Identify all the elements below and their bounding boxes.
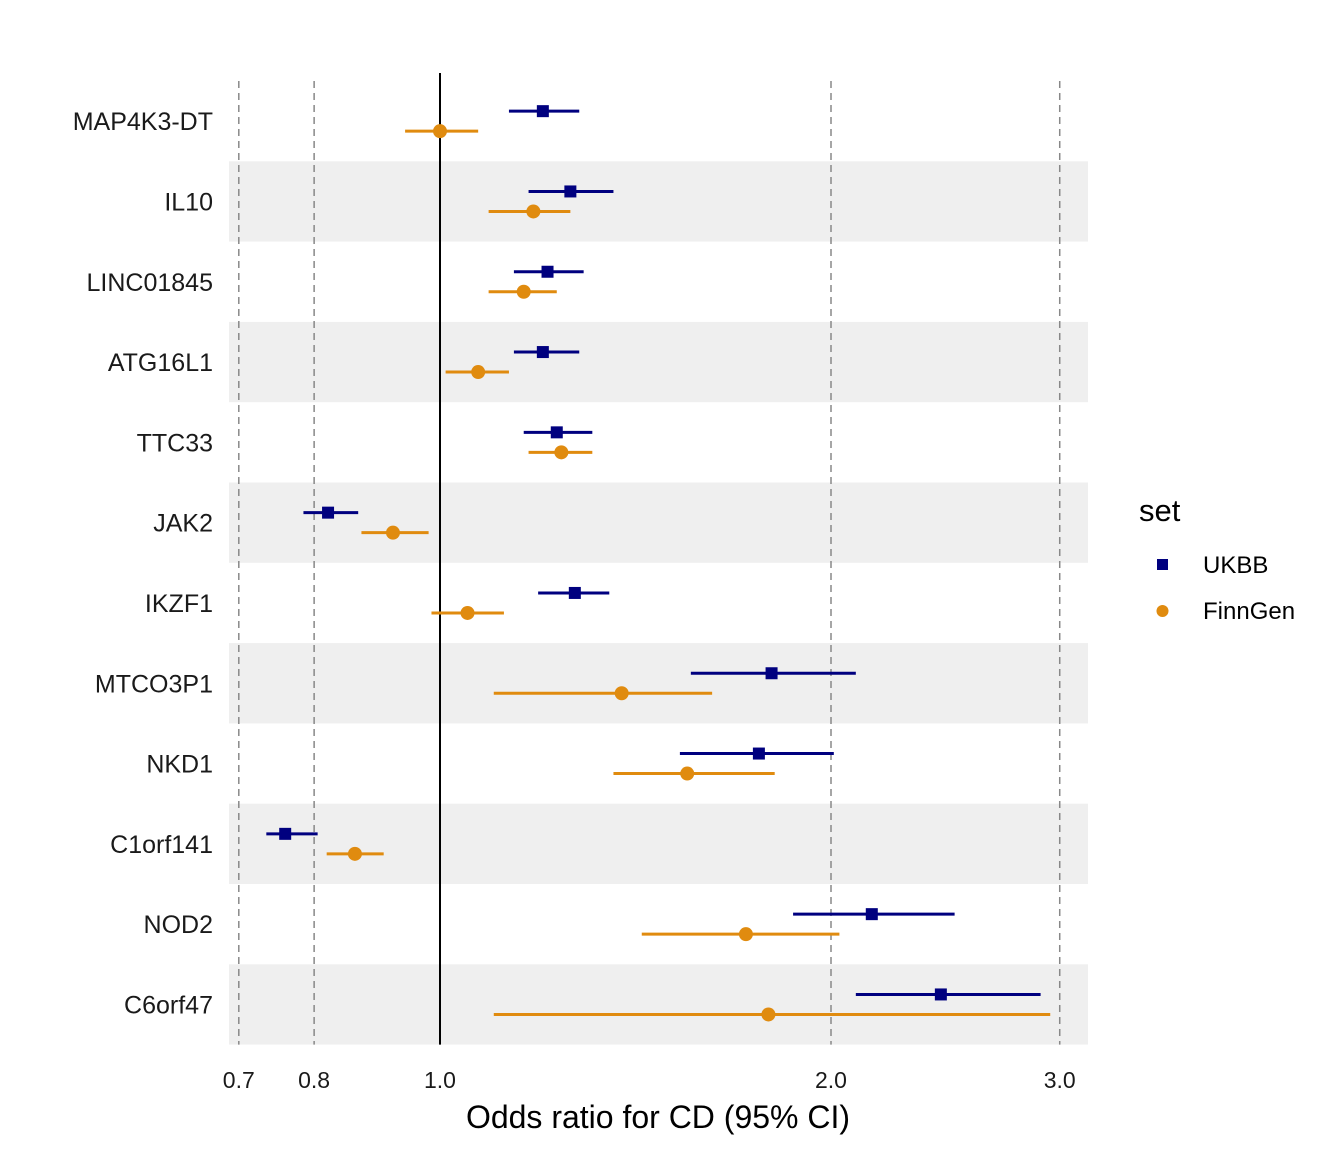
- gridlines: [238, 81, 1061, 1045]
- point-estimate: [471, 365, 486, 380]
- row-band: [229, 803, 1088, 884]
- x-tick-labels: 0.7 0.8 1.0 2.0 3.0: [223, 1067, 1076, 1093]
- gene-labels: MAP4K3-DT IL10 LINC01845 ATG16L1 TTC33 JAK2 IK…: [73, 108, 213, 1019]
- gene-label: C6orf47: [124, 991, 213, 1019]
- gene-label: NOD2: [144, 911, 213, 939]
- x-tick-label: 2.0: [815, 1067, 847, 1093]
- row-bands: [229, 161, 1088, 1045]
- gene-label: MAP4K3-DT: [73, 108, 213, 136]
- x-tick-label: 0.7: [223, 1067, 255, 1093]
- point-estimate: [516, 284, 531, 299]
- x-tick-label: 0.8: [298, 1067, 330, 1093]
- point-estimate: [738, 927, 753, 942]
- point-estimate: [934, 988, 947, 1001]
- point-estimate: [460, 605, 475, 620]
- gene-label: LINC01845: [87, 269, 213, 297]
- point-estimate: [385, 525, 400, 540]
- legend-key: [1157, 559, 1168, 570]
- point-estimate: [680, 766, 695, 781]
- point-estimate: [614, 686, 629, 701]
- gene-label: TTC33: [137, 429, 213, 457]
- point-estimate: [526, 204, 541, 219]
- legend-label: FinnGen: [1203, 598, 1295, 625]
- gene-label: IKZF1: [145, 590, 213, 618]
- point-estimate: [322, 506, 335, 519]
- legend-label: UKBB: [1203, 552, 1268, 579]
- point-estimate: [564, 185, 577, 198]
- x-axis-title: Odds ratio for CD (95% CI): [466, 1099, 850, 1135]
- point-estimate: [554, 445, 569, 460]
- legend-title: set: [1139, 493, 1181, 528]
- point-estimate: [536, 346, 549, 359]
- legend-key: [1156, 605, 1169, 617]
- point-estimate: [865, 908, 878, 921]
- data-marks: [266, 105, 1051, 1022]
- point-estimate: [568, 586, 581, 599]
- gene-label: ATG16L1: [108, 349, 213, 377]
- row-band: [229, 643, 1088, 724]
- point-estimate: [765, 667, 778, 680]
- point-estimate: [279, 827, 292, 840]
- x-tick-label: 3.0: [1044, 1067, 1076, 1093]
- point-estimate: [541, 265, 554, 278]
- gene-label: MTCO3P1: [95, 670, 213, 698]
- gene-label: JAK2: [153, 510, 213, 538]
- point-estimate: [752, 747, 765, 760]
- row-band: [229, 964, 1088, 1045]
- point-estimate: [536, 105, 549, 118]
- x-tick-label: 1.0: [424, 1067, 456, 1093]
- gene-label: IL10: [164, 188, 213, 216]
- row-band: [229, 161, 1088, 242]
- point-estimate: [761, 1007, 776, 1022]
- row-band: [229, 321, 1088, 403]
- row-band: [229, 482, 1088, 563]
- gene-label: NKD1: [146, 751, 213, 779]
- point-estimate: [347, 846, 362, 861]
- legend: set UKBB FinnGen: [1139, 493, 1295, 625]
- point-estimate: [433, 124, 447, 139]
- point-estimate: [550, 426, 563, 439]
- gene-label: C1orf141: [110, 831, 213, 859]
